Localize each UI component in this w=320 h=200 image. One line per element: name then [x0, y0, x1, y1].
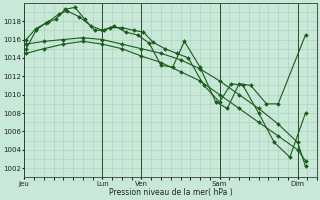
X-axis label: Pression niveau de la mer( hPa ): Pression niveau de la mer( hPa ) — [109, 188, 233, 197]
